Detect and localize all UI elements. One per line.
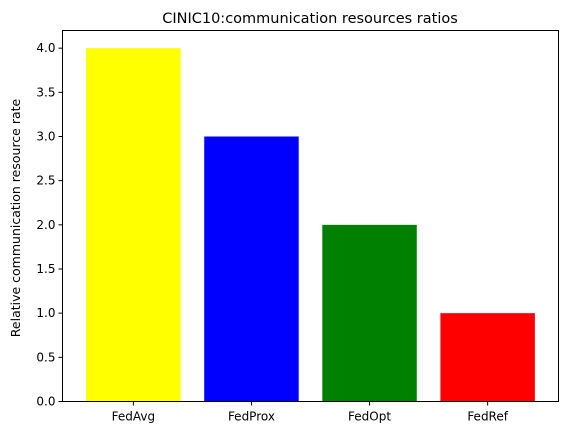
y-tick-label: 1.5: [36, 262, 55, 276]
y-tick-label: 3.5: [36, 85, 55, 99]
y-tick-label: 3.0: [36, 130, 55, 144]
bar-fedopt: [322, 224, 417, 402]
y-tick-label: 1.0: [36, 306, 55, 320]
plot-area-frame: [62, 30, 559, 402]
bar-fedavg: [86, 48, 181, 402]
y-axis-label: Relative communication resource rate: [8, 98, 23, 337]
chart-title: CINIC10:communication resources ratios: [162, 11, 458, 27]
y-tick-label: 2.5: [36, 174, 55, 188]
y-axis-ticks: 0.0 0.5 1.0 1.5 2.0 2.5 3.0 3.5 4.0: [36, 41, 63, 409]
x-tick-label: FedRef: [467, 410, 508, 424]
x-tick-label: FedAvg: [112, 410, 155, 424]
x-axis-ticks: FedAvg FedProx FedOpt FedRef: [112, 401, 509, 424]
y-tick-label: 4.0: [36, 41, 55, 55]
y-tick-label: 0.0: [36, 395, 55, 409]
bar-fedprox: [204, 136, 299, 402]
bar-fedref: [440, 313, 535, 402]
y-tick-label: 2.0: [36, 218, 55, 232]
x-tick-label: FedOpt: [348, 410, 391, 424]
bars-group: [86, 48, 535, 402]
y-tick-label: 0.5: [36, 350, 55, 364]
x-tick-label: FedProx: [228, 410, 275, 424]
